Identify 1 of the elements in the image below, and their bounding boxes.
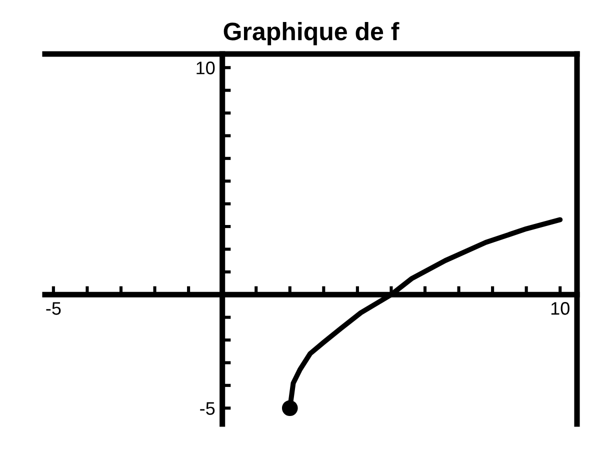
chart-title: Graphique de f xyxy=(224,22,400,46)
